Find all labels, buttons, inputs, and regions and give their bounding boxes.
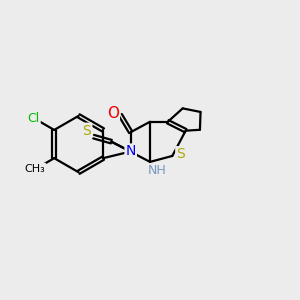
Text: N: N	[125, 145, 136, 158]
Text: Cl: Cl	[28, 112, 40, 125]
Text: CH₃: CH₃	[25, 164, 45, 174]
Text: S: S	[176, 147, 185, 161]
Text: NH: NH	[148, 164, 167, 177]
Text: S: S	[82, 124, 91, 138]
Text: O: O	[107, 106, 119, 121]
